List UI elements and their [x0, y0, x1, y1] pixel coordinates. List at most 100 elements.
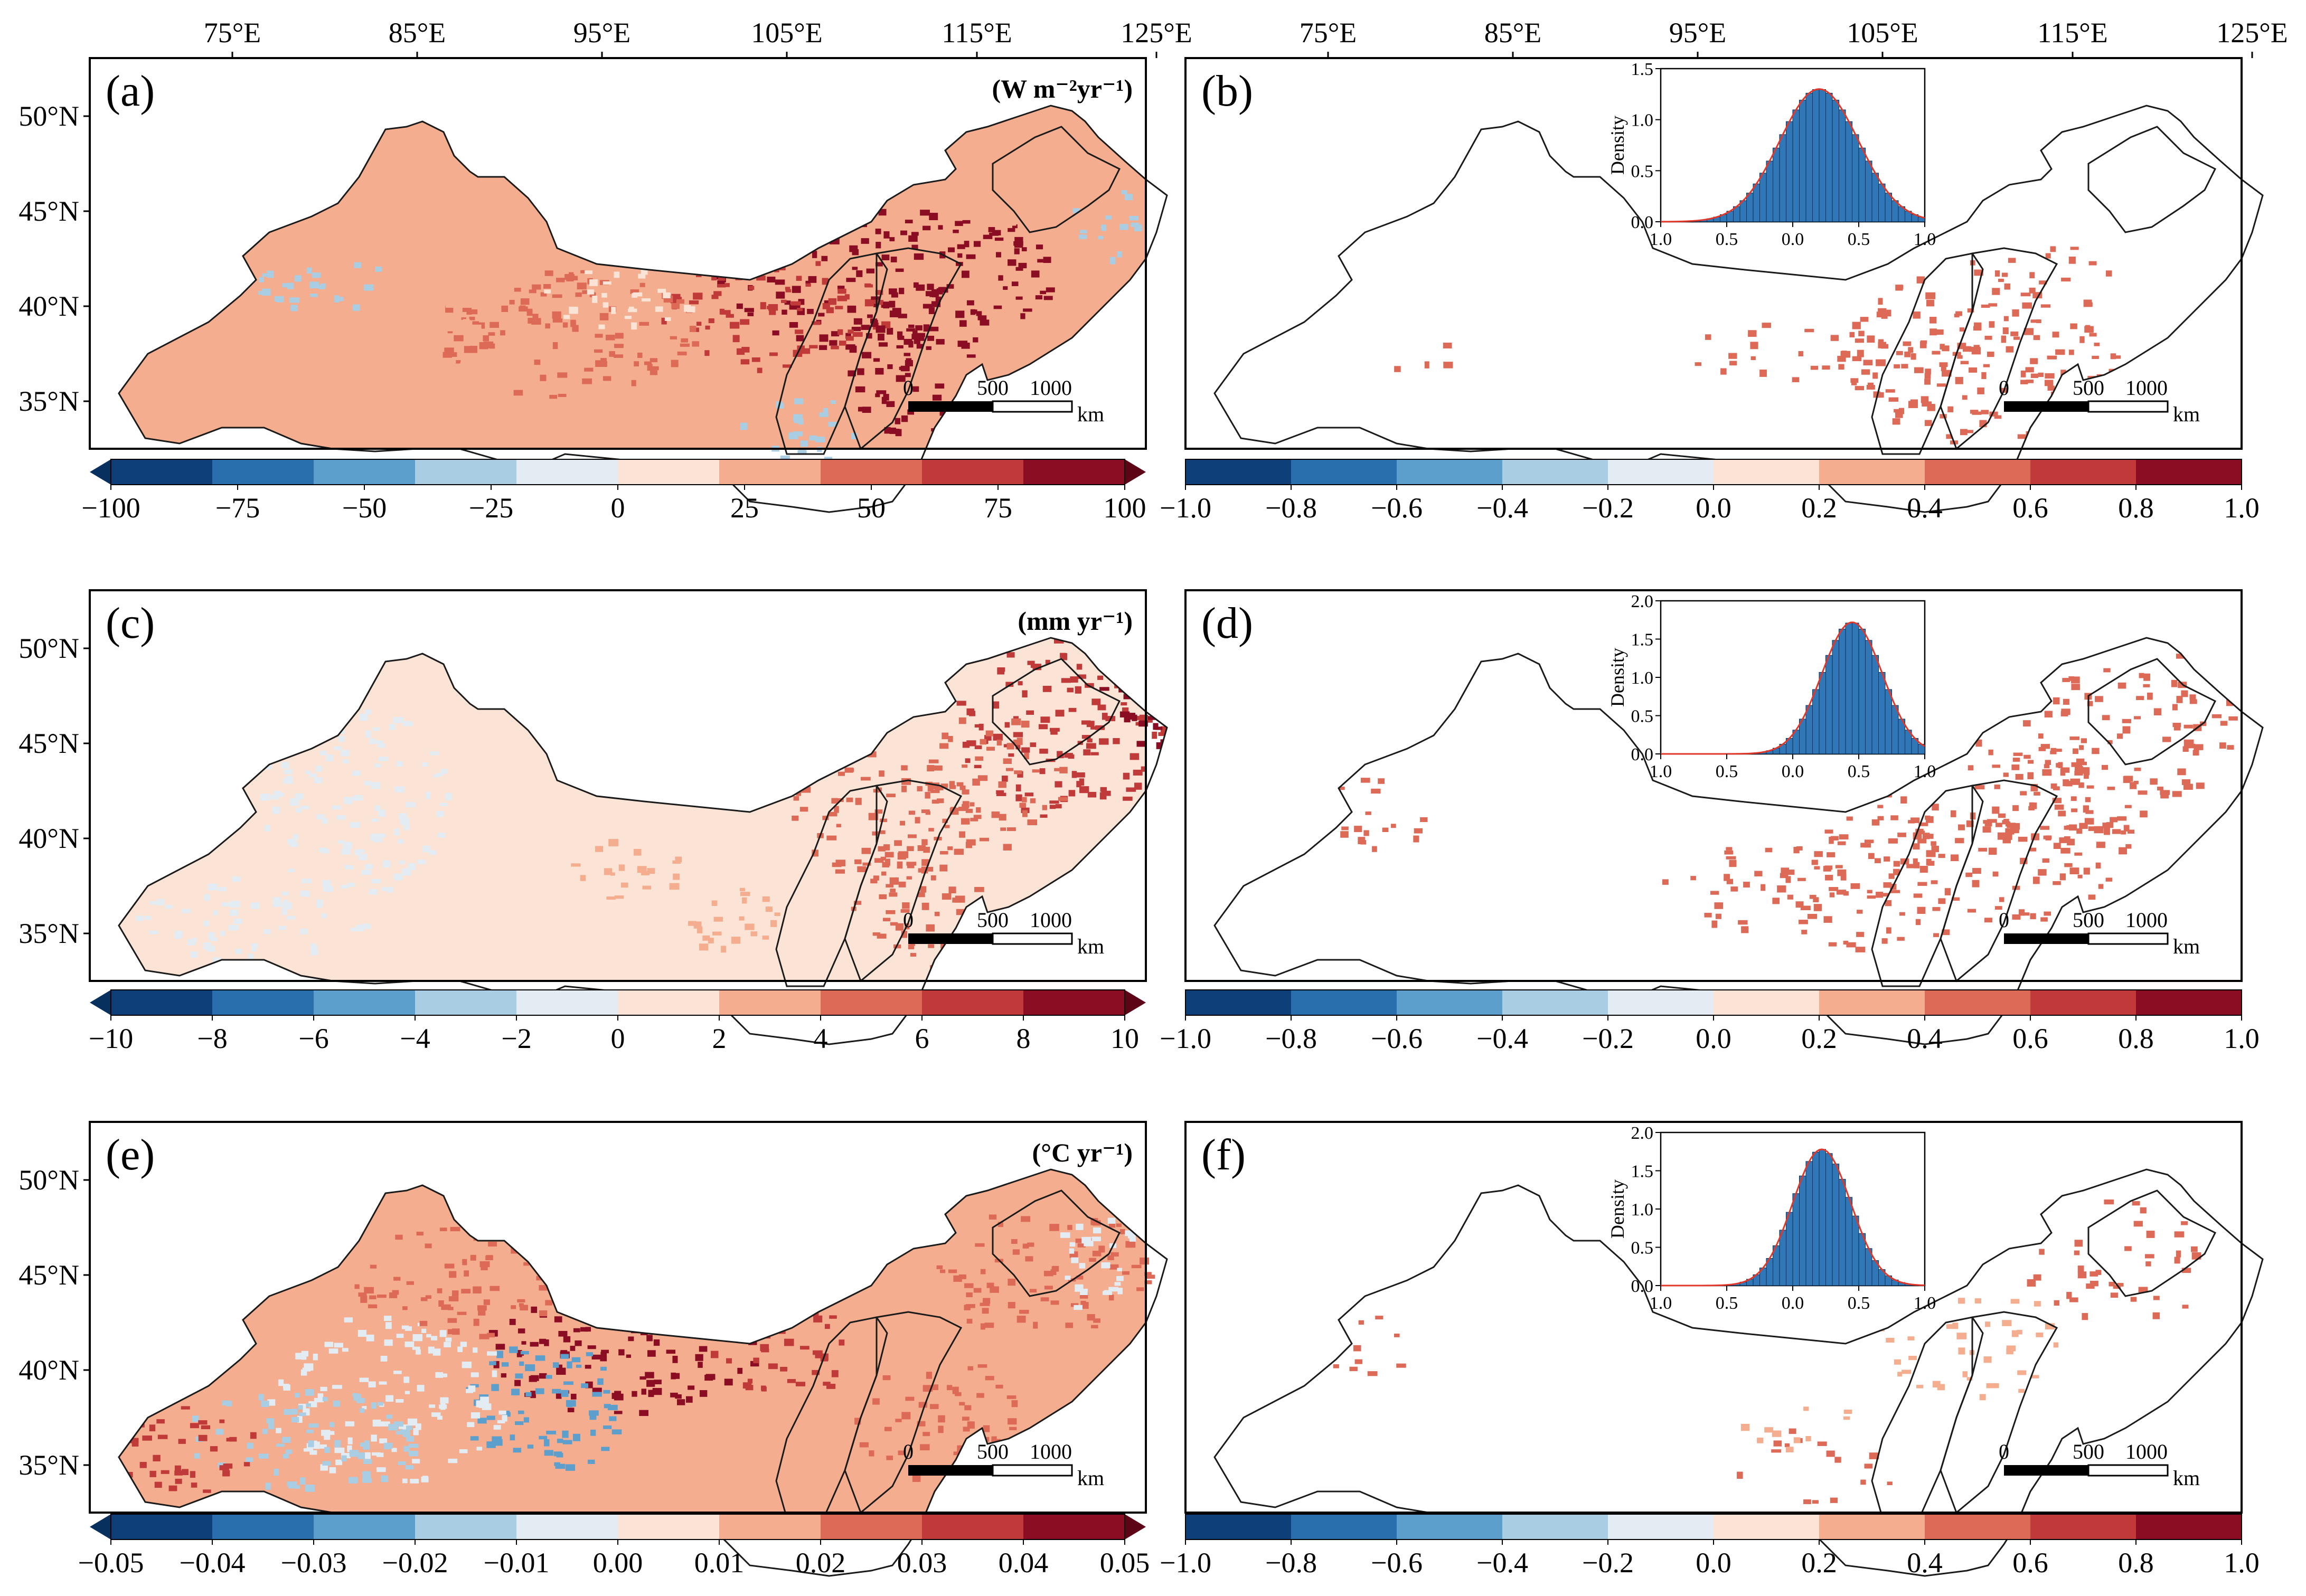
map-pixel: [259, 277, 264, 282]
map-pixel: [402, 1478, 408, 1484]
map-pixel: [399, 417, 406, 423]
map-pixel: [308, 1440, 314, 1448]
histogram-bar: [1779, 134, 1786, 222]
map-pixel: [982, 1308, 989, 1314]
map-pixel: [554, 1316, 562, 1323]
map-pixel: [157, 1434, 168, 1439]
map-pixel: [1856, 932, 1865, 937]
map-pixel: [523, 385, 529, 392]
map-pixel: [896, 345, 903, 349]
map-pixel: [638, 273, 646, 279]
map-pixel: [874, 858, 884, 863]
map-pixel: [309, 374, 319, 378]
map-pixel: [727, 1319, 736, 1324]
map-pixel: [2020, 292, 2031, 297]
map-pixel: [397, 206, 402, 213]
latitude-label: 40°N: [18, 290, 79, 322]
map-pixel: [1055, 804, 1062, 809]
map-pixel: [751, 357, 760, 362]
map-pixel: [282, 1437, 291, 1443]
map-pixel: [421, 341, 427, 347]
map-pixel: [532, 284, 541, 290]
latitude-label: 50°N: [18, 100, 79, 132]
map-pixel: [1070, 676, 1078, 683]
map-pixel: [198, 1420, 208, 1425]
map-pixel: [2121, 830, 2126, 835]
map-pixel: [1078, 234, 1087, 239]
map-pixel: [463, 319, 470, 324]
map-pixel: [543, 284, 551, 289]
map-pixel: [502, 400, 509, 408]
map-pixel: [874, 809, 883, 814]
map-pixel: [168, 1485, 177, 1491]
map-pixel: [515, 1421, 524, 1425]
map-pixel: [2020, 370, 2026, 377]
map-pixel: [942, 732, 949, 740]
map-pixel: [1059, 767, 1068, 773]
map-pixel: [1937, 1384, 1945, 1391]
map-pixel: [1091, 698, 1101, 705]
map-pixel: [761, 1385, 766, 1391]
map-pixel: [907, 863, 915, 868]
scalebar-tick: 0: [903, 376, 914, 400]
colorbar-segment: [719, 1514, 821, 1540]
map-pixel: [1827, 852, 1836, 857]
map-pixel: [501, 1234, 508, 1239]
map-pixel: [830, 400, 836, 404]
map-pixel: [300, 1370, 307, 1376]
map-pixel: [2153, 708, 2162, 716]
map-pixel: [1743, 882, 1750, 888]
map-pixel: [740, 422, 748, 430]
map-pixel: [219, 1465, 229, 1470]
map-pixel: [514, 1380, 521, 1386]
map-pixel: [936, 288, 943, 295]
map-pixel: [835, 212, 845, 219]
map-pixel: [2061, 709, 2070, 715]
map-pixel: [2085, 325, 2091, 330]
colorbar-segment: [821, 990, 923, 1015]
map-pixel: [1726, 847, 1733, 851]
map-pixel: [272, 901, 282, 907]
map-pixel: [861, 325, 870, 330]
map-pixel: [2077, 874, 2083, 879]
map-pixel: [626, 1354, 631, 1358]
map-pixel: [2035, 431, 2045, 439]
map-pixel: [369, 1295, 377, 1299]
map-pixel: [203, 1489, 211, 1493]
map-pixel: [1129, 215, 1138, 221]
map-pixel: [218, 887, 227, 892]
inset-ytick-label: 1.5: [1631, 60, 1654, 79]
map-pixel: [1035, 295, 1043, 300]
map-pixel: [479, 206, 485, 214]
map-pixel: [308, 1401, 317, 1408]
map-pixel: [286, 326, 293, 334]
map-pixel: [278, 1379, 284, 1386]
map-pixel: [901, 1412, 911, 1420]
colorbar-tick-label: −0.4: [1476, 1023, 1528, 1054]
map-pixel: [572, 1433, 580, 1441]
map-pixel: [689, 300, 699, 305]
map-pixel: [821, 256, 828, 261]
map-pixel: [402, 1430, 410, 1437]
map-pixel: [2095, 1270, 2102, 1275]
map-pixel: [306, 1403, 311, 1407]
map-pixel: [431, 1412, 441, 1417]
map-pixel: [1003, 758, 1012, 764]
map-pixel: [1861, 369, 1870, 375]
map-pixel: [2107, 740, 2113, 744]
map-pixel: [407, 1418, 418, 1426]
map-pixel: [2029, 272, 2035, 279]
map-pixel: [477, 253, 487, 259]
map-pixel: [1360, 778, 1370, 783]
map-pixel: [438, 404, 446, 410]
map-pixel: [992, 701, 1000, 709]
map-pixel: [720, 1312, 727, 1319]
map-pixel: [918, 868, 927, 873]
map-pixel: [1020, 313, 1025, 319]
map-pixel: [403, 1376, 410, 1383]
map-pixel: [221, 902, 231, 906]
map-pixel: [1886, 927, 1891, 934]
panel-label: (c): [106, 599, 155, 648]
map-pixel: [441, 285, 451, 291]
map-pixel: [609, 351, 615, 357]
